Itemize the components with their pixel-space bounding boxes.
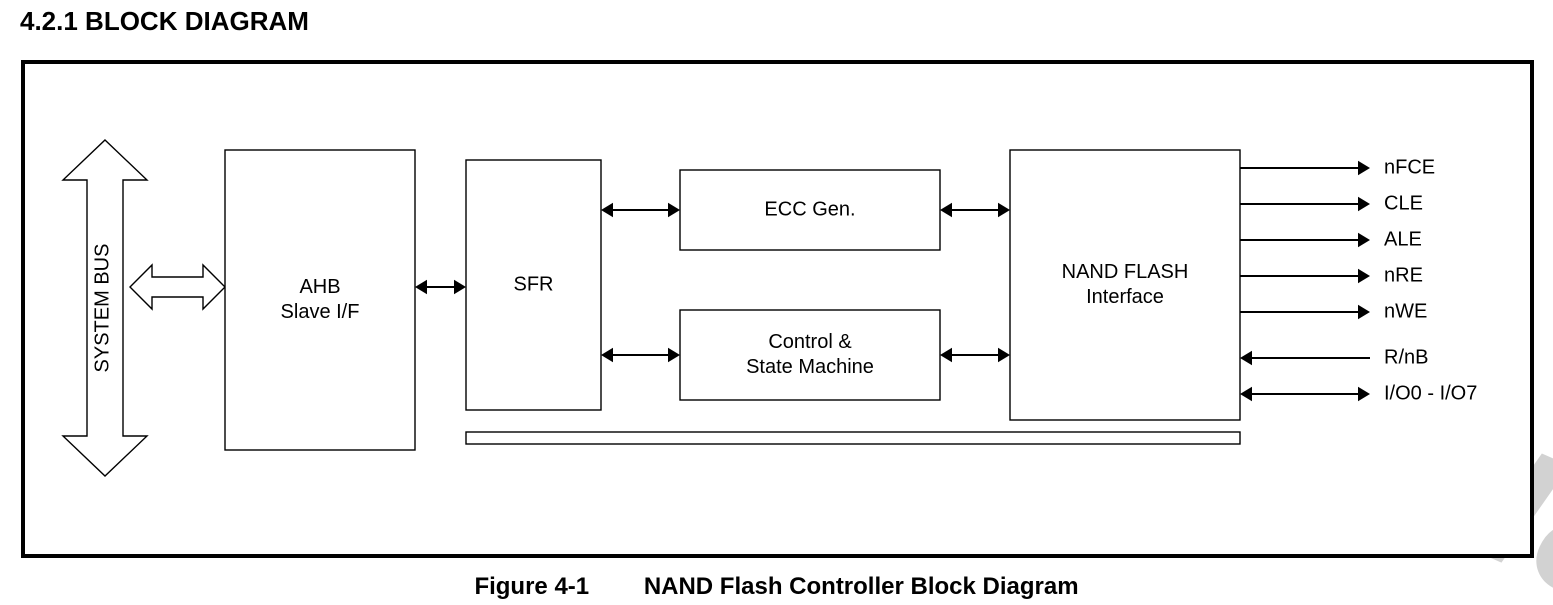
svg-text:ECC Gen.: ECC Gen. [764, 198, 855, 220]
block-diagram: SYSTEM BUS AHB Slave I/F SFR ECC Gen. Control… [0, 0, 1553, 605]
figure-caption: Figure 4-1 NAND Flash Controller Block D… [0, 573, 1553, 601]
svg-text:State Machine: State Machine [746, 356, 874, 378]
svg-text:SYSTEM BUS: SYSTEM BUS [91, 244, 113, 373]
svg-text:nRE: nRE [1384, 264, 1423, 286]
svg-text:NAND FLASH: NAND FLASH [1062, 261, 1189, 283]
svg-text:SFR: SFR [514, 273, 554, 295]
svg-text:nWE: nWE [1384, 300, 1427, 322]
svg-text:ALE: ALE [1384, 228, 1422, 250]
svg-text:CLE: CLE [1384, 192, 1423, 214]
svg-text:Slave I/F: Slave I/F [281, 301, 360, 323]
svg-text:Control &: Control & [768, 331, 852, 353]
svg-text:AHB: AHB [299, 276, 340, 298]
svg-text:nFCE: nFCE [1384, 156, 1435, 178]
figure-title: NAND Flash Controller Block Diagram [644, 573, 1079, 600]
svg-text:I/O0 - I/O7: I/O0 - I/O7 [1384, 382, 1477, 404]
figure-number: Figure 4-1 [474, 573, 589, 600]
svg-text:R/nB: R/nB [1384, 346, 1428, 368]
svg-text:Interface: Interface [1086, 286, 1164, 308]
